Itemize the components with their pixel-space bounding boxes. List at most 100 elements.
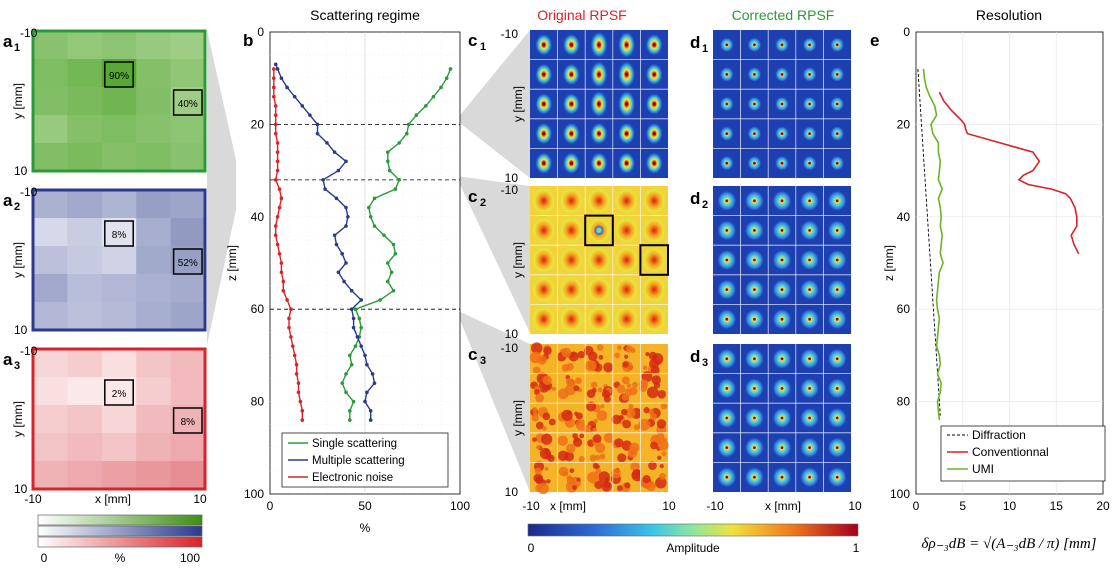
psf-peak <box>725 387 729 390</box>
speckle <box>596 410 608 421</box>
heatmap-cell <box>101 405 137 434</box>
highlight-box <box>104 220 134 247</box>
data-point <box>272 94 276 99</box>
speckle <box>624 482 631 489</box>
psf-peak <box>625 102 629 106</box>
data-point <box>321 178 326 182</box>
psf-peak <box>753 387 756 390</box>
data-point <box>332 150 337 154</box>
panel-e-resolution-chart: e Resolution 0 5 10 15 20 0 20 40 60 80 100 δρ₋₃dB… <box>870 7 1110 552</box>
heatmap-cell <box>67 377 103 406</box>
psf-peak <box>780 317 784 321</box>
heatmap-frame <box>31 188 207 332</box>
psf-peak <box>725 317 729 321</box>
psf-peak <box>625 161 629 165</box>
heatmap-cell <box>136 31 172 60</box>
psf-peak <box>808 317 811 321</box>
psf-peak <box>753 43 756 47</box>
speckle <box>561 409 573 421</box>
speckle <box>600 404 605 409</box>
speckle <box>622 419 632 429</box>
speckle <box>660 402 668 410</box>
heatmap-cell <box>136 143 172 172</box>
psf-spot <box>532 187 556 214</box>
heatmap-cell <box>136 190 172 219</box>
data-point <box>315 131 320 136</box>
psf-spot <box>559 276 583 303</box>
panel-label-a3: a <box>3 350 13 369</box>
heatmap-cell <box>136 59 172 88</box>
chart-c-title: Original RPSF <box>537 7 626 23</box>
speckle <box>548 418 556 426</box>
speckle <box>631 381 638 388</box>
data-point <box>353 307 358 312</box>
data-point <box>300 409 305 413</box>
data-point <box>397 178 402 182</box>
psf-peak <box>725 161 729 165</box>
speckle <box>543 346 552 355</box>
chart-b-title: Scattering regime <box>310 7 420 23</box>
psf-peak <box>625 132 629 136</box>
speckle <box>595 467 602 474</box>
c-xtick-left: -10 <box>522 499 540 513</box>
band-b-to-c2 <box>456 176 530 333</box>
psf-peak <box>753 357 756 361</box>
data-point <box>382 233 386 238</box>
heatmap-cell <box>101 461 137 490</box>
y-tick-top: -10 <box>501 341 519 355</box>
series-line <box>917 68 941 416</box>
data-point <box>368 409 373 413</box>
data-point <box>285 298 289 302</box>
y-axis-label: y [mm] <box>11 401 25 437</box>
psf-peak <box>835 73 839 76</box>
heatmap-cell <box>33 274 68 303</box>
psf-peak <box>808 416 811 420</box>
data-point <box>349 362 354 367</box>
psf-peak <box>753 229 756 232</box>
psf-peak <box>780 258 784 262</box>
psf-peak <box>597 43 601 47</box>
speckle <box>657 455 662 460</box>
speckle <box>624 388 633 397</box>
panel-sub-c2: 2 <box>480 197 486 209</box>
legend-noise: Electronic noise <box>312 472 393 484</box>
data-point <box>393 187 398 191</box>
panel-sub-d1: 1 <box>702 43 708 55</box>
speckle <box>542 426 547 431</box>
data-point <box>349 307 354 312</box>
data-point <box>372 196 377 201</box>
heatmap-cell <box>170 59 206 88</box>
speckle <box>575 412 583 420</box>
psf-peak <box>835 161 839 165</box>
psf-peak <box>835 288 839 291</box>
speckle <box>597 387 603 393</box>
speckle <box>537 355 547 365</box>
e-xtick: 0 <box>913 499 920 513</box>
colorbar-c-tick-0: 0 <box>528 541 535 555</box>
b-ytick: 80 <box>251 395 265 409</box>
heatmap-cell <box>67 461 103 490</box>
psf-peak <box>780 416 784 420</box>
data-point <box>363 353 367 358</box>
data-point <box>344 390 348 395</box>
psf-peak <box>780 387 784 390</box>
speckle <box>591 387 597 393</box>
chart-e-xlabel: δρ₋₃dB = √(A₋₃dB / π) [mm] <box>921 536 1096 552</box>
data-point <box>291 344 295 348</box>
data-point <box>336 168 341 173</box>
e-xtick: 15 <box>1050 499 1064 513</box>
data-point <box>287 316 291 321</box>
c-xlabel: x [mm] <box>550 499 586 513</box>
heatmap-cell <box>33 59 68 88</box>
data-point <box>273 113 278 117</box>
highlight-box <box>584 214 614 247</box>
speckle <box>532 437 537 442</box>
data-point <box>336 270 341 275</box>
heatmap-cell <box>101 31 137 60</box>
data-point <box>368 215 373 219</box>
e-xtick: 5 <box>959 499 966 513</box>
heatmap-cell <box>101 115 137 144</box>
